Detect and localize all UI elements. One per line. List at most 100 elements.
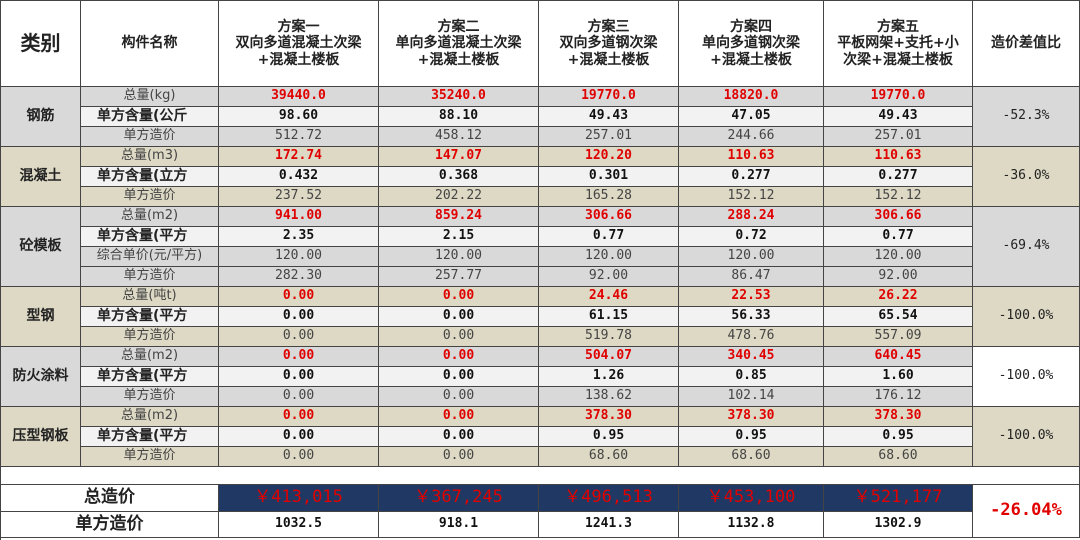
row-label: 单方含量(平方 <box>81 427 219 447</box>
unit-value: 1032.5 <box>219 512 379 538</box>
value-cell: 941.00 <box>219 207 379 227</box>
value-cell: 0.277 <box>679 167 824 187</box>
group-ratio: -100.0% <box>973 347 1080 407</box>
row-label: 单方含量(公斤 <box>81 107 219 127</box>
group-name: 压型钢板 <box>1 407 81 467</box>
row-label: 总量(kg) <box>81 87 219 107</box>
value-cell: 0.00 <box>379 307 539 327</box>
value-cell: 0.00 <box>379 367 539 387</box>
value-cell: 0.368 <box>379 167 539 187</box>
value-cell: 0.301 <box>539 167 679 187</box>
value-cell: 0.00 <box>219 347 379 367</box>
value-cell: 86.47 <box>679 267 824 287</box>
value-cell: 49.43 <box>539 107 679 127</box>
value-cell: 110.63 <box>824 147 973 167</box>
value-cell: 478.76 <box>679 327 824 347</box>
row-label: 单方含量(平方 <box>81 367 219 387</box>
value-cell: 152.12 <box>679 187 824 207</box>
row-label: 单方造价 <box>81 267 219 287</box>
value-cell: 0.00 <box>379 387 539 407</box>
total-label: 总造价 <box>1 485 219 512</box>
group-ratio: -36.0% <box>973 147 1080 207</box>
value-cell: 0.00 <box>219 327 379 347</box>
row-label: 总量(吨t) <box>81 287 219 307</box>
value-cell: 56.33 <box>679 307 824 327</box>
value-cell: 152.12 <box>824 187 973 207</box>
value-cell: 0.85 <box>679 367 824 387</box>
group-name: 砼模板 <box>1 207 81 287</box>
value-cell: 257.77 <box>379 267 539 287</box>
value-cell: 88.10 <box>379 107 539 127</box>
unit-value: 1132.8 <box>679 512 824 538</box>
group-name: 混凝土 <box>1 147 81 207</box>
value-cell: 2.15 <box>379 227 539 247</box>
unit-value: 918.1 <box>379 512 539 538</box>
value-cell: 378.30 <box>539 407 679 427</box>
value-cell: 202.22 <box>379 187 539 207</box>
value-cell: 92.00 <box>824 267 973 287</box>
value-cell: 1.60 <box>824 367 973 387</box>
value-cell: 18820.0 <box>679 87 824 107</box>
value-cell: 306.66 <box>824 207 973 227</box>
group-ratio: -52.3% <box>973 87 1080 147</box>
value-cell: 120.20 <box>539 147 679 167</box>
value-cell: 504.07 <box>539 347 679 367</box>
value-cell: 640.45 <box>824 347 973 367</box>
unit-value: 1241.3 <box>539 512 679 538</box>
value-cell: 147.07 <box>379 147 539 167</box>
value-cell: 0.95 <box>539 427 679 447</box>
row-label: 单方造价 <box>81 447 219 467</box>
value-cell: 257.01 <box>824 127 973 147</box>
value-cell: 237.52 <box>219 187 379 207</box>
value-cell: 244.66 <box>679 127 824 147</box>
value-cell: 859.24 <box>379 207 539 227</box>
blank-row <box>1 467 1080 485</box>
value-cell: 0.95 <box>824 427 973 447</box>
value-cell: 2.35 <box>219 227 379 247</box>
value-cell: 68.60 <box>824 447 973 467</box>
value-cell: 47.05 <box>679 107 824 127</box>
total-value: ￥453,100 <box>679 485 824 512</box>
row-label: 单方造价 <box>81 327 219 347</box>
value-cell: 0.432 <box>219 167 379 187</box>
value-cell: 0.277 <box>824 167 973 187</box>
value-cell: 176.12 <box>824 387 973 407</box>
header-scheme: 方案二 单向多道混凝土次梁 +混凝土楼板 <box>379 1 539 87</box>
row-label: 单方造价 <box>81 387 219 407</box>
value-cell: 65.54 <box>824 307 973 327</box>
value-cell: 120.00 <box>824 247 973 267</box>
total-value: ￥521,177 <box>824 485 973 512</box>
header-scheme: 方案三 双向多道钢次梁 +混凝土楼板 <box>539 1 679 87</box>
row-label: 单方造价 <box>81 127 219 147</box>
value-cell: 49.43 <box>824 107 973 127</box>
value-cell: 19770.0 <box>824 87 973 107</box>
total-ratio: -26.04% <box>973 485 1080 538</box>
value-cell: 288.24 <box>679 207 824 227</box>
value-cell: 22.53 <box>679 287 824 307</box>
value-cell: 0.77 <box>539 227 679 247</box>
value-cell: 378.30 <box>679 407 824 427</box>
group-name: 防火涂料 <box>1 347 81 407</box>
unit-value: 1302.9 <box>824 512 973 538</box>
value-cell: 0.00 <box>219 407 379 427</box>
value-cell: 378.30 <box>824 407 973 427</box>
value-cell: 24.46 <box>539 287 679 307</box>
value-cell: 257.01 <box>539 127 679 147</box>
group-ratio: -69.4% <box>973 207 1080 287</box>
row-label: 总量(m2) <box>81 347 219 367</box>
group-ratio: -100.0% <box>973 287 1080 347</box>
value-cell: 557.09 <box>824 327 973 347</box>
value-cell: 120.00 <box>679 247 824 267</box>
total-value: ￥367,245 <box>379 485 539 512</box>
group-name: 钢筋 <box>1 87 81 147</box>
value-cell: 68.60 <box>539 447 679 467</box>
row-label: 总量(m2) <box>81 407 219 427</box>
value-cell: 68.60 <box>679 447 824 467</box>
value-cell: 138.62 <box>539 387 679 407</box>
value-cell: 172.74 <box>219 147 379 167</box>
header-ratio: 造价差值比 <box>973 1 1080 87</box>
value-cell: 19770.0 <box>539 87 679 107</box>
value-cell: 0.00 <box>219 387 379 407</box>
row-label: 单方含量(立方 <box>81 167 219 187</box>
